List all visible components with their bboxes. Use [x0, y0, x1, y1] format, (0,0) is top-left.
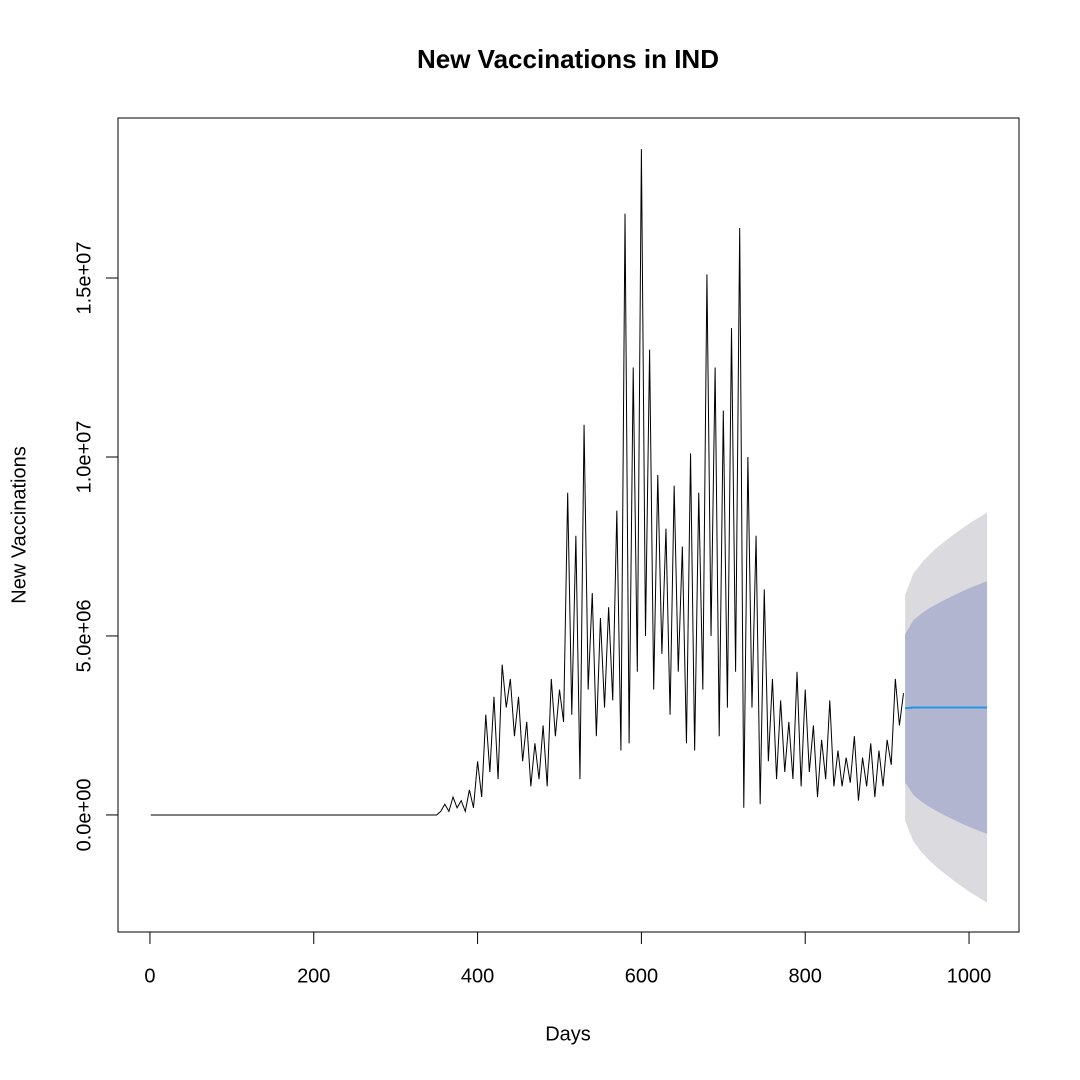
- data-line: [150, 149, 905, 816]
- y-axis-label: New Vaccinations: [8, 446, 30, 603]
- x-tick-label: 0: [144, 965, 155, 987]
- x-tick-label: 1000: [947, 965, 992, 987]
- chart-title: New Vaccinations in IND: [417, 44, 719, 74]
- x-tick-label: 200: [297, 965, 330, 987]
- x-tick-label: 800: [789, 965, 822, 987]
- x-tick-label: 600: [625, 965, 658, 987]
- forecast-line: [905, 706, 988, 710]
- y-tick-label: 1.0e+07: [73, 421, 95, 494]
- x-axis-label: Days: [545, 1023, 591, 1045]
- y-tick-label: 5.0e+06: [73, 600, 95, 673]
- x-tick-label: 400: [461, 965, 494, 987]
- y-tick-label: 1.5e+07: [73, 242, 95, 315]
- y-tick-label: 0.0e+00: [73, 779, 95, 852]
